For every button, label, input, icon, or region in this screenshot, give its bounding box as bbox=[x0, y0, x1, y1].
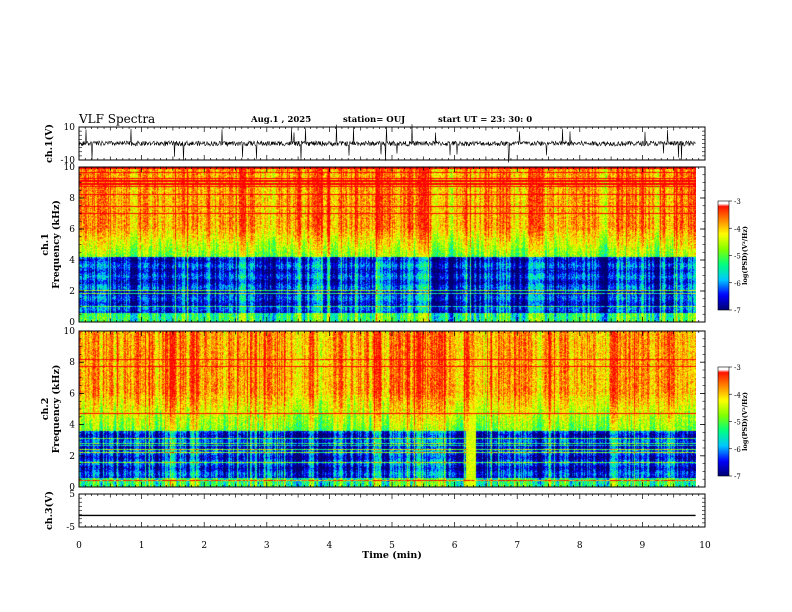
y-axis-label-line: ch.1 bbox=[40, 233, 51, 256]
y-tick-label: 2 bbox=[69, 452, 75, 462]
panel-1-axes: 10 -10 ch.1(V) bbox=[44, 123, 706, 166]
x-axis-label: Time (min) bbox=[362, 550, 422, 561]
x-tick-label: 10 bbox=[699, 541, 711, 551]
header-station: station= OUJ bbox=[343, 115, 406, 125]
header-date: Aug.1 , 2025 bbox=[251, 115, 312, 125]
colorbar-label: log(PSD)(V²/Hz) bbox=[741, 226, 749, 285]
panel-3-axes: 0 2 4 6 8 10 ch.2Frequency (kHz) bbox=[40, 327, 706, 493]
x-tick-label: 6 bbox=[452, 541, 458, 551]
y-tick-label: 5 bbox=[69, 490, 75, 500]
ch2-spectrogram-panel bbox=[79, 331, 696, 487]
colorbar-tick-label: -3 bbox=[734, 198, 741, 206]
y-tick-label: 6 bbox=[69, 225, 75, 235]
y-tick-label: -10 bbox=[61, 156, 76, 166]
colorbar-tick-label: -7 bbox=[734, 307, 741, 315]
colorbar-tick-label: -6 bbox=[734, 446, 741, 454]
y-axis-label: ch.1(V) bbox=[44, 124, 55, 163]
y-tick-label: 0 bbox=[69, 483, 75, 493]
colorbar-2: -3 -4 -5 -6 -7 log(PSD)(V²/Hz) bbox=[717, 364, 749, 481]
y-axis-label: ch.2Frequency (kHz) bbox=[40, 365, 62, 454]
x-tick-label: 2 bbox=[201, 541, 207, 551]
y-tick-label: 4 bbox=[69, 256, 75, 266]
colorbar-tick-label: -6 bbox=[734, 280, 741, 288]
x-tick-label: 7 bbox=[514, 541, 520, 551]
y-tick-label: 10 bbox=[64, 123, 76, 133]
y-tick-label: 6 bbox=[69, 389, 75, 399]
y-tick-label: 0 bbox=[69, 318, 75, 328]
colorbar-1: -3 -4 -5 -6 -7 log(PSD)(V²/Hz) bbox=[717, 198, 749, 315]
ch1-series-line bbox=[79, 124, 696, 163]
panel-4-axes: 5 -5 ch.3(V) bbox=[44, 490, 706, 533]
colorbar-ramp bbox=[717, 200, 730, 311]
x-tick-label: 0 bbox=[76, 541, 82, 551]
y-tick-label: 2 bbox=[69, 287, 75, 297]
ch1-waveform-panel bbox=[79, 124, 696, 163]
colorbar-label: log(PSD)(V²/Hz) bbox=[741, 392, 749, 451]
colorbar-tick-label: -5 bbox=[734, 253, 741, 261]
y-tick-label: 10 bbox=[64, 327, 76, 337]
header-start-time: start UT = 23: 30: 0 bbox=[438, 115, 533, 125]
colorbar-ramp bbox=[717, 366, 730, 477]
x-tick-label: 9 bbox=[640, 541, 646, 551]
x-tick-label: 4 bbox=[327, 541, 333, 551]
y-tick-label: 10 bbox=[64, 163, 76, 173]
colorbar-tick-label: -3 bbox=[734, 364, 741, 372]
x-tick-label: 3 bbox=[264, 541, 270, 551]
spectrogram-image bbox=[79, 167, 696, 322]
y-tick-label: 8 bbox=[69, 358, 75, 368]
colorbars: -3 -4 -5 -6 -7 log(PSD)(V²/Hz) -3 -4 -5 -6 -7 log(P… bbox=[717, 198, 749, 481]
spectrogram-image bbox=[79, 331, 696, 487]
colorbar-tick-label: -5 bbox=[734, 419, 741, 427]
y-axis-label-line: Frequency (kHz) bbox=[51, 200, 62, 289]
colorbar-tick-label: -4 bbox=[734, 391, 741, 399]
panel-2-axes: 0 2 4 6 8 10 ch.1Frequency (kHz) bbox=[40, 163, 706, 328]
ch1-spectrogram-panel bbox=[79, 167, 696, 322]
colorbar-tick-label: -7 bbox=[734, 473, 741, 481]
y-tick-label: 4 bbox=[69, 421, 75, 431]
x-tick-label: 5 bbox=[389, 541, 395, 551]
x-tick-label: 1 bbox=[139, 541, 145, 551]
y-tick-label: -5 bbox=[66, 523, 75, 533]
x-tick-label: 8 bbox=[577, 541, 583, 551]
y-axis-label-line: Frequency (kHz) bbox=[51, 365, 62, 454]
colorbar-tick-label: -4 bbox=[734, 225, 741, 233]
y-axis-label: ch.1Frequency (kHz) bbox=[40, 200, 62, 289]
chart-title: VLF Spectra bbox=[79, 112, 156, 126]
y-axis-label-line: ch.2 bbox=[40, 398, 51, 421]
y-tick-label: 8 bbox=[69, 194, 75, 204]
y-axis-label: ch.3(V) bbox=[44, 491, 55, 530]
